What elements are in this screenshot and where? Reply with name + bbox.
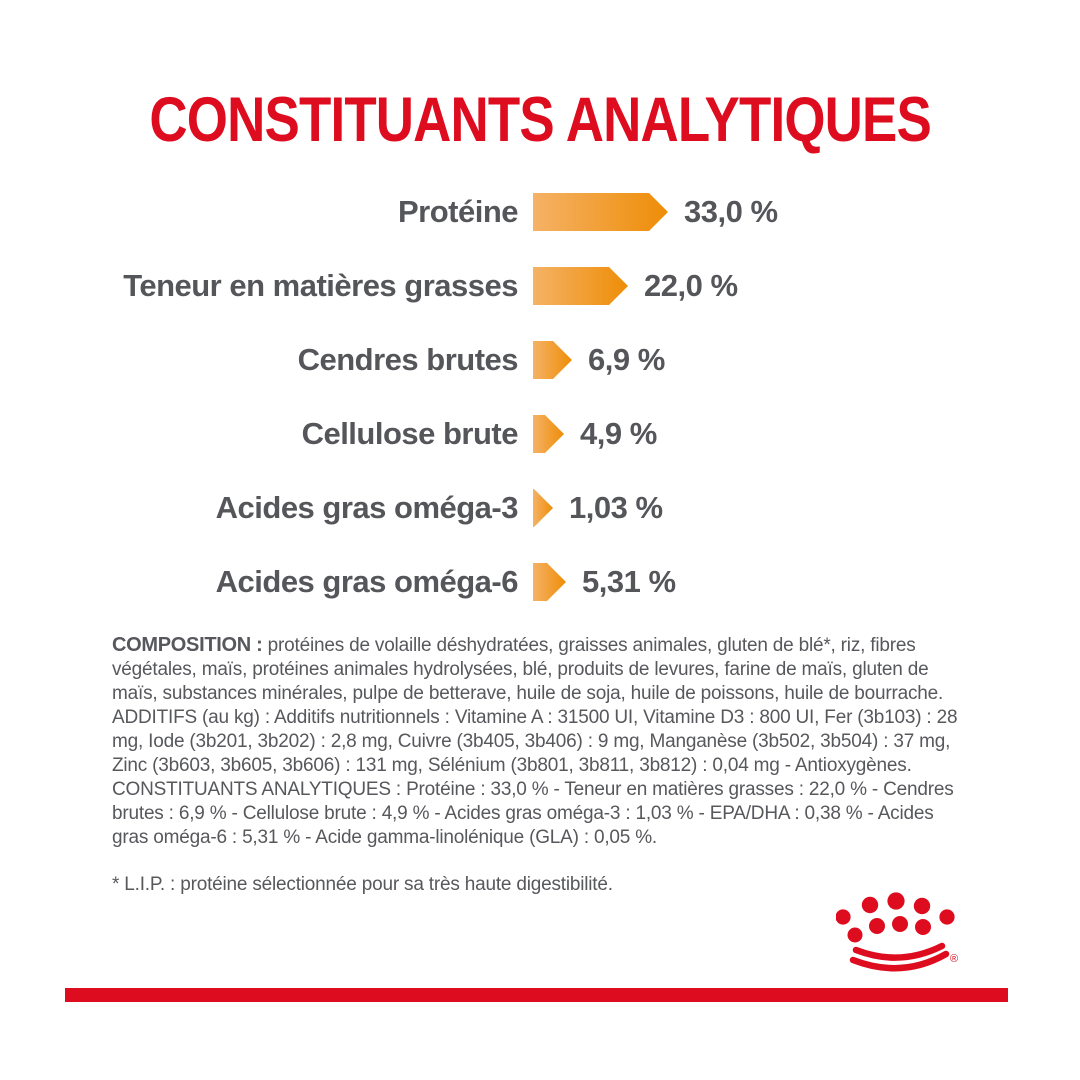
bar-value: 6,9 %	[588, 342, 665, 377]
bar-row: Protéine 33,0 %	[0, 175, 1080, 249]
bar-value: 33,0 %	[684, 194, 778, 229]
registered-mark: ®	[950, 953, 958, 965]
bar-value: 22,0 %	[644, 268, 738, 303]
bar-label: Cellulose brute	[301, 416, 519, 451]
bar-value: 1,03 %	[569, 490, 663, 525]
royal-canin-crown-icon: ®	[836, 892, 958, 972]
page-title: CONSTITUANTS ANALYTIQUES	[0, 84, 1080, 156]
ingredients-block: COMPOSITION : protéines de volaille désh…	[112, 633, 970, 897]
bar-row: Acides gras oméga-3 1,03 %	[0, 471, 1080, 545]
additives-paragraph: ADDITIFS (au kg) : Additifs nutritionnel…	[112, 707, 958, 776]
bar	[533, 415, 564, 453]
bar	[533, 563, 566, 601]
bar-value: 5,31 %	[582, 564, 676, 599]
analytical-constituents-paragraph: CONSTITUANTS ANALYTIQUES : Protéine : 33…	[112, 779, 954, 848]
bar	[533, 193, 668, 231]
composition-paragraph: COMPOSITION : protéines de volaille désh…	[112, 633, 970, 706]
bar-label: Acides gras oméga-3	[215, 490, 519, 525]
bottom-red-bar	[65, 988, 1008, 1002]
bar-chart: Protéine 33,0 % Teneur en matières grass…	[0, 175, 1080, 619]
bar-label: Teneur en matières grasses	[123, 268, 518, 303]
composition-heading: COMPOSITION :	[112, 634, 263, 656]
bar-row: Cendres brutes 6,9 %	[0, 323, 1080, 397]
bar-value: 4,9 %	[580, 416, 657, 451]
bar	[533, 341, 572, 379]
bar-row: Acides gras oméga-6 5,31 %	[0, 545, 1080, 619]
bar-row: Cellulose brute 4,9 %	[0, 397, 1080, 471]
composition-text: protéines de volaille déshydratées, grai…	[112, 635, 944, 704]
lip-footnote: * L.I.P. : protéine sélectionnée pour sa…	[112, 874, 613, 895]
page-title-text: CONSTITUANTS ANALYTIQUES	[149, 85, 931, 155]
bar-label: Cendres brutes	[297, 342, 519, 377]
bar-row: Teneur en matières grasses 22,0 %	[0, 249, 1080, 323]
bar-label: Acides gras oméga-6	[215, 564, 519, 599]
bar	[533, 267, 628, 305]
bar	[533, 489, 553, 527]
bar-label: Protéine	[397, 194, 519, 229]
